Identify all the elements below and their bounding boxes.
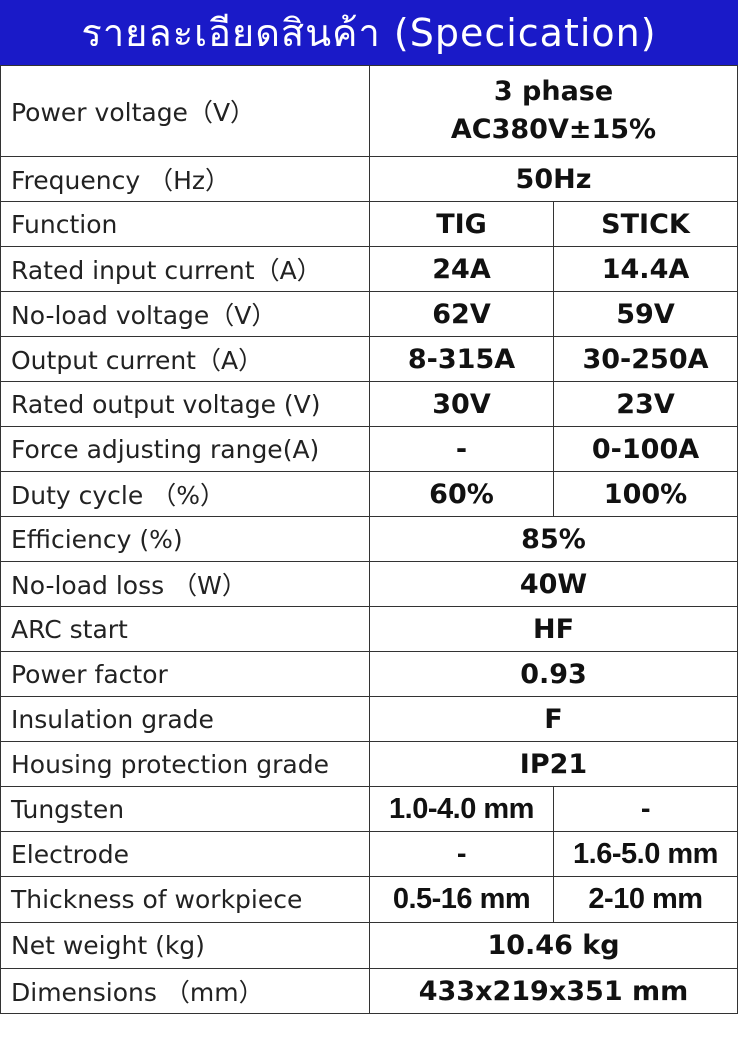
spec-label: Net weight (kg)	[0, 922, 370, 969]
spec-label: Function	[0, 201, 370, 247]
spec-value: IP21	[369, 741, 738, 787]
spec-label: No-load voltage（V）	[0, 291, 370, 337]
spec-value-text: 40W	[519, 568, 588, 600]
spec-value-stick: 1.6-5.0 mm	[553, 831, 738, 877]
spec-value-stick: 100%	[553, 471, 738, 517]
spec-value-stick: STICK	[553, 201, 738, 247]
spec-value-stick: 2-10 mm	[553, 876, 738, 923]
spec-value-text: AC380V±15%	[450, 114, 657, 145]
spec-value-tig: 0.5-16 mm	[369, 876, 554, 923]
spec-value-tig: 1.0-4.0 mm	[369, 786, 554, 832]
spec-value-stick: -	[553, 786, 738, 832]
spec-value-tig: TIG	[369, 201, 554, 247]
spec-header: รายละเอียดสินค้า (Specication)	[0, 0, 738, 65]
spec-value-stick: 0-100A	[553, 426, 738, 472]
spec-value-tig: 8-315A	[369, 336, 554, 382]
spec-label: Duty cycle （%）	[0, 471, 370, 517]
spec-value: 50Hz	[369, 156, 738, 202]
spec-label: Force adjusting range(A)	[0, 426, 370, 472]
spec-label: Rated input current（A）	[0, 246, 370, 292]
spec-value-tig: -	[369, 831, 554, 877]
spec-value-text: 3 phase	[493, 76, 614, 107]
spec-label: Dimensions （mm）	[0, 968, 370, 1014]
spec-value-stick: 30-250A	[553, 336, 738, 382]
spec-label: ARC start	[0, 606, 370, 652]
spec-value-text: 10.46 kg	[487, 930, 620, 961]
spec-value: 0.93	[369, 651, 738, 697]
spec-label: Thickness of workpiece	[0, 876, 370, 923]
spec-label: Output current（A）	[0, 336, 370, 382]
spec-value: 433x219x351 mm	[369, 968, 738, 1014]
spec-value-tig: 60%	[369, 471, 554, 517]
spec-label: Power factor	[0, 651, 370, 697]
spec-value-text: IP21	[519, 748, 588, 780]
spec-label: Efficiency (%)	[0, 516, 370, 562]
spec-value-text: HF	[532, 613, 575, 645]
spec-title: รายละเอียดสินค้า (Specication)	[81, 11, 657, 55]
spec-value: 3 phase AC380V±15%	[369, 65, 738, 157]
spec-value-text: 433x219x351 mm	[418, 975, 689, 1007]
spec-label: Insulation grade	[0, 696, 370, 742]
spec-label: No-load loss （W）	[0, 561, 370, 607]
spec-value-stick: 14.4A	[553, 246, 738, 292]
spec-label: Electrode	[0, 831, 370, 877]
spec-value: HF	[369, 606, 738, 652]
spec-value-stick: 23V	[553, 381, 738, 427]
spec-value-tig: 62V	[369, 291, 554, 337]
spec-label: Housing protection grade	[0, 741, 370, 787]
spec-value: F	[369, 696, 738, 742]
spec-value: 10.46 kg	[369, 922, 738, 969]
spec-value-text: 0.93	[520, 658, 587, 690]
spec-value-text: 50Hz	[515, 163, 592, 195]
spec-value-tig: 24A	[369, 246, 554, 292]
spec-value-stick: 59V	[553, 291, 738, 337]
spec-label: Rated output voltage (V)	[0, 381, 370, 427]
spec-value: 40W	[369, 561, 738, 607]
spec-value-tig: 30V	[369, 381, 554, 427]
spec-value: 85%	[369, 516, 738, 562]
spec-label: Power voltage（V）	[0, 65, 370, 157]
spec-label: Frequency （Hz）	[0, 156, 370, 202]
spec-label: Tungsten	[0, 786, 370, 832]
spec-value-text: 85%	[521, 523, 586, 555]
spec-value-tig: -	[369, 426, 554, 472]
spec-table: Power voltage（V） 3 phase AC380V±15% Frequen…	[0, 65, 738, 1040]
spec-value-text: F	[544, 703, 563, 735]
